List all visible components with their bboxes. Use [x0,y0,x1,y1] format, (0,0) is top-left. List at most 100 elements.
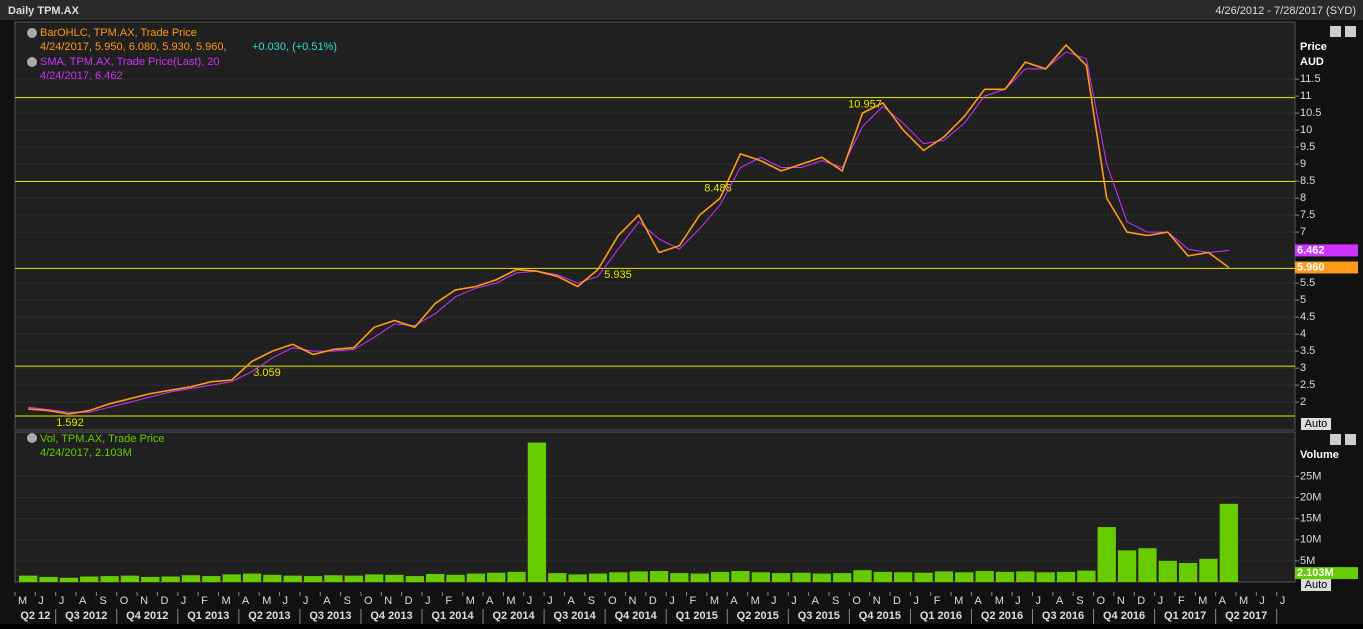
volume-bar [466,573,486,582]
volume-bar [975,571,994,582]
legend-detail: 4/24/2017, 6.462 [40,70,123,82]
scale-button[interactable] [1301,418,1331,430]
x-tick-label: M [222,595,231,607]
x-tick-label: D [893,595,901,607]
quarter-label: Q3 2012 [65,610,107,622]
x-tick-label: A [79,595,87,607]
volume-bar [385,574,404,582]
y-tick-label: 3.5 [1300,345,1315,357]
x-tick-label: J [283,595,289,607]
quarter-label: Q3 2014 [554,610,597,622]
quarter-label: Q4 2012 [126,610,168,622]
x-tick-label: A [812,595,820,607]
x-tick-label: N [873,595,881,607]
volume-bar [161,576,180,582]
volume-bar [1199,558,1218,582]
y-tick-label: 3 [1300,362,1306,374]
x-tick-label: A [1219,595,1227,607]
x-tick-label: D [649,595,657,607]
y-tick-label: 11.5 [1300,73,1321,85]
volume-bar [100,576,119,582]
x-tick-label: O [364,595,373,607]
y-tick-label: 10M [1300,534,1321,546]
quarter-label: Q4 2015 [859,610,901,622]
y-tick-label: 5.5 [1300,277,1315,289]
y-tick-label: 4.5 [1300,311,1315,323]
x-tick-label: N [140,595,148,607]
volume-bar [751,572,770,582]
x-tick-label: J [1280,595,1286,607]
x-tick-label: M [710,595,719,607]
volume-bar [364,574,384,582]
last-value-badge [1295,567,1358,580]
quarter-label: Q4 2014 [615,610,658,622]
y-tick-label: 11 [1300,90,1311,102]
volume-bar [934,571,954,582]
axis-unit: AUD [1300,56,1324,68]
volume-bar [242,573,262,582]
x-tick-label: F [690,595,697,607]
x-tick-label: J [425,595,431,607]
x-tick-label: M [466,595,475,607]
axis-title: Price [1300,41,1327,53]
volume-bar [649,571,669,582]
volume-bar [1016,571,1035,582]
y-tick-label: 15M [1300,513,1321,525]
scale-button-label[interactable]: Auto [1305,579,1328,591]
volume-bar [181,575,201,582]
volume-bar [792,572,811,582]
x-tick-label: A [567,595,575,607]
scale-button-label[interactable]: Auto [1305,418,1328,430]
x-tick-label: M [506,595,515,607]
volume-bar [507,571,526,582]
legend-name: BarOHLC, TPM.AX, Trade Price [40,27,197,39]
volume-bar [833,573,852,582]
volume-bar [1036,572,1055,582]
x-tick-label: F [201,595,208,607]
quarter-label: Q1 2015 [676,610,718,622]
close-button[interactable] [1345,26,1356,37]
volume-bar [670,573,689,582]
x-tick-label: O [1097,595,1106,607]
price-line [28,43,1230,415]
last-value-badge [1295,261,1358,274]
y-tick-label: 5M [1300,555,1315,567]
volume-bar [690,573,709,582]
volume-bar [303,576,323,582]
x-tick-label: J [547,595,553,607]
volume-bar [853,570,872,582]
x-tick-label: A [242,595,250,607]
y-tick-label: 20M [1300,491,1321,503]
volume-bar [202,576,221,582]
panel-button[interactable] [1330,434,1341,445]
volume-bar [731,571,750,582]
date-range: 4/26/2012 - 7/28/2017 (SYD) [1215,5,1356,17]
scale-button[interactable] [1301,579,1331,591]
legend-icon [27,28,37,38]
volume-bar [324,575,343,582]
x-tick-label: M [18,595,27,607]
x-tick-label: F [1178,595,1185,607]
x-tick-label: J [181,595,187,607]
volume-bar [222,574,241,582]
panel-button[interactable] [1330,26,1341,37]
level-label: 8.488 [704,182,732,194]
y-tick-label: 10 [1300,124,1312,136]
quarter-label: Q1 2014 [431,610,474,622]
x-tick-label: J [791,595,797,607]
quarter-label: Q4 2016 [1103,610,1145,622]
x-tick-label: M [262,595,271,607]
legend-change: +0.030, (+0.51%) [252,41,337,53]
volume-bar [141,576,160,582]
quarter-label: Q2 2017 [1225,610,1267,622]
x-tick-label: A [486,595,494,607]
volume-bar [80,576,99,582]
volume-bar [588,573,608,582]
x-tick-label: O [852,595,861,607]
quarter-label: Q1 2016 [920,610,962,622]
y-tick-label: 25M [1300,470,1321,482]
x-tick-label: O [608,595,617,607]
volume-bar [710,571,730,582]
close-button[interactable] [1345,434,1356,445]
volume-bar [812,573,831,582]
